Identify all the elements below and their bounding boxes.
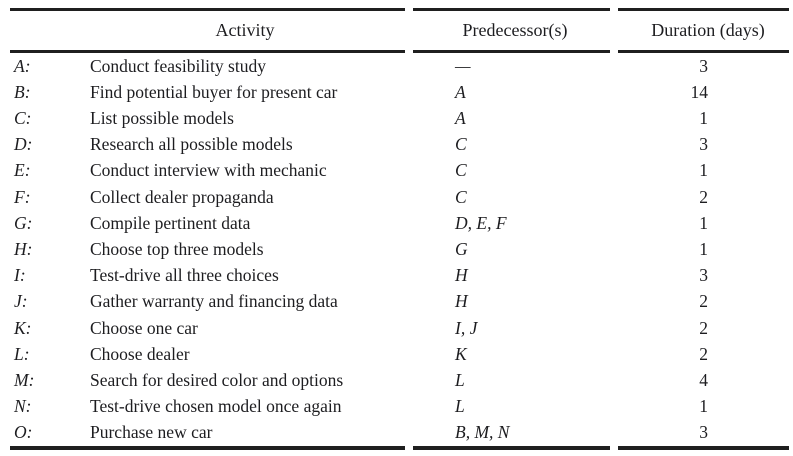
activity-description: List possible models [90,108,234,128]
activity-description: Test-drive chosen model once again [90,396,342,417]
predecessors-value: — [455,55,471,76]
activity-description: Conduct interview with mechanic [90,160,327,181]
activity-letter-label: E: [14,160,31,181]
table-row: H: Choose top three models G 1 [0,236,793,262]
rule-segment [10,446,405,450]
rule-segment [10,50,405,53]
rule-segment [413,8,610,11]
table-bottom-rule [10,446,789,450]
table-row: N: Test-drive chosen model once again L … [0,394,793,420]
duration-value: 1 [699,108,708,128]
table-row: A: Conduct feasibility study — 3 [0,53,793,79]
rule-segment [618,8,789,11]
activity-description: Search for desired color and options [90,370,344,391]
predecessors-value: H [455,265,468,286]
activity-description: Choose top three models [90,239,264,260]
predecessors-value: L [455,396,465,417]
activity-letter-label: A: [14,55,31,76]
duration-value: 1 [699,160,708,181]
table-row: E: Conduct interview with mechanic C 1 [0,158,793,184]
activity-letter-label: H: [14,239,33,260]
duration-value: 3 [699,265,708,286]
column-header-activity: Activity [215,19,275,40]
table-row: L: Choose dealer K 2 [0,341,793,367]
table-row: G: Compile pertinent data D, E, F 1 [0,210,793,236]
table-top-rule [10,8,789,11]
table-header-row: Activity Predecessor(s) Duration (days) [0,12,793,48]
activity-letter-label: O: [14,422,33,443]
table-row: C: List possible models A 1 [0,105,793,131]
activity-description: Choose one car [90,317,198,338]
duration-value: 14 [690,81,709,102]
predecessors-value: A [455,81,466,102]
rule-segment [413,50,610,53]
table-row: B: Find potential buyer for present car … [0,79,793,105]
table-row: K: Choose one car I, J 2 [0,315,793,341]
duration-value: 1 [699,212,708,233]
rule-segment [618,50,789,53]
table-row: D: Research all possible models C 3 [0,132,793,158]
duration-value: 2 [699,291,708,312]
column-header-predecessors: Predecessor(s) [462,19,568,40]
duration-value: 4 [699,370,708,391]
predecessors-value: C [455,186,467,207]
activity-description: Collect dealer propaganda [90,186,274,207]
predecessors-value: C [455,134,467,155]
predecessors-value: L [455,370,465,391]
duration-value: 2 [699,186,708,207]
activity-description: Gather warranty and financing data [90,291,338,312]
duration-value: 3 [699,134,708,155]
activity-letter-label: C: [14,108,32,128]
predecessors-value: A [455,108,466,128]
duration-value: 3 [699,422,708,443]
activity-description: Find potential buyer for present car [90,81,338,102]
activity-description: Test-drive all three choices [90,265,279,286]
activity-description: Compile pertinent data [90,212,251,233]
duration-value: 2 [699,317,708,338]
activity-description: Purchase new car [90,422,213,443]
table-row: J: Gather warranty and financing data H … [0,289,793,315]
table-row: F: Collect dealer propaganda C 2 [0,184,793,210]
table-header-separator-rule [10,50,789,53]
rule-segment [10,8,405,11]
activity-letter-label: I: [14,265,26,286]
duration-value: 2 [699,343,708,364]
activity-description: Research all possible models [90,134,293,155]
activity-letter-label: F: [14,186,31,207]
table-row: M: Search for desired color and options … [0,367,793,393]
predecessors-value: G [455,239,468,260]
predecessors-value: H [455,291,468,312]
rule-segment [618,446,789,450]
column-header-duration: Duration (days) [651,19,765,40]
predecessors-value: B, M, N [455,422,510,443]
predecessors-value: I, J [455,317,478,338]
activity-letter-label: K: [14,317,32,338]
activity-description: Conduct feasibility study [90,55,266,76]
table-body: A: Conduct feasibility study — 3 B: Find… [0,53,793,446]
activity-letter-label: D: [14,134,33,155]
activity-letter-label: N: [14,396,32,417]
rule-segment [413,446,610,450]
activity-letter-label: J: [14,291,28,312]
duration-value: 1 [699,396,708,417]
activity-letter-label: B: [14,81,31,102]
activity-letter-label: G: [14,212,33,233]
table-row: I: Test-drive all three choices H 3 [0,263,793,289]
activity-letter-label: M: [14,370,35,391]
duration-value: 1 [699,239,708,260]
predecessors-value: K [455,343,467,364]
duration-value: 3 [699,55,708,76]
activity-description: Choose dealer [90,343,190,364]
predecessors-value: C [455,160,467,181]
table-row: O: Purchase new car B, M, N 3 [0,420,793,446]
predecessors-value: D, E, F [455,212,507,233]
activity-letter-label: L: [14,343,30,364]
